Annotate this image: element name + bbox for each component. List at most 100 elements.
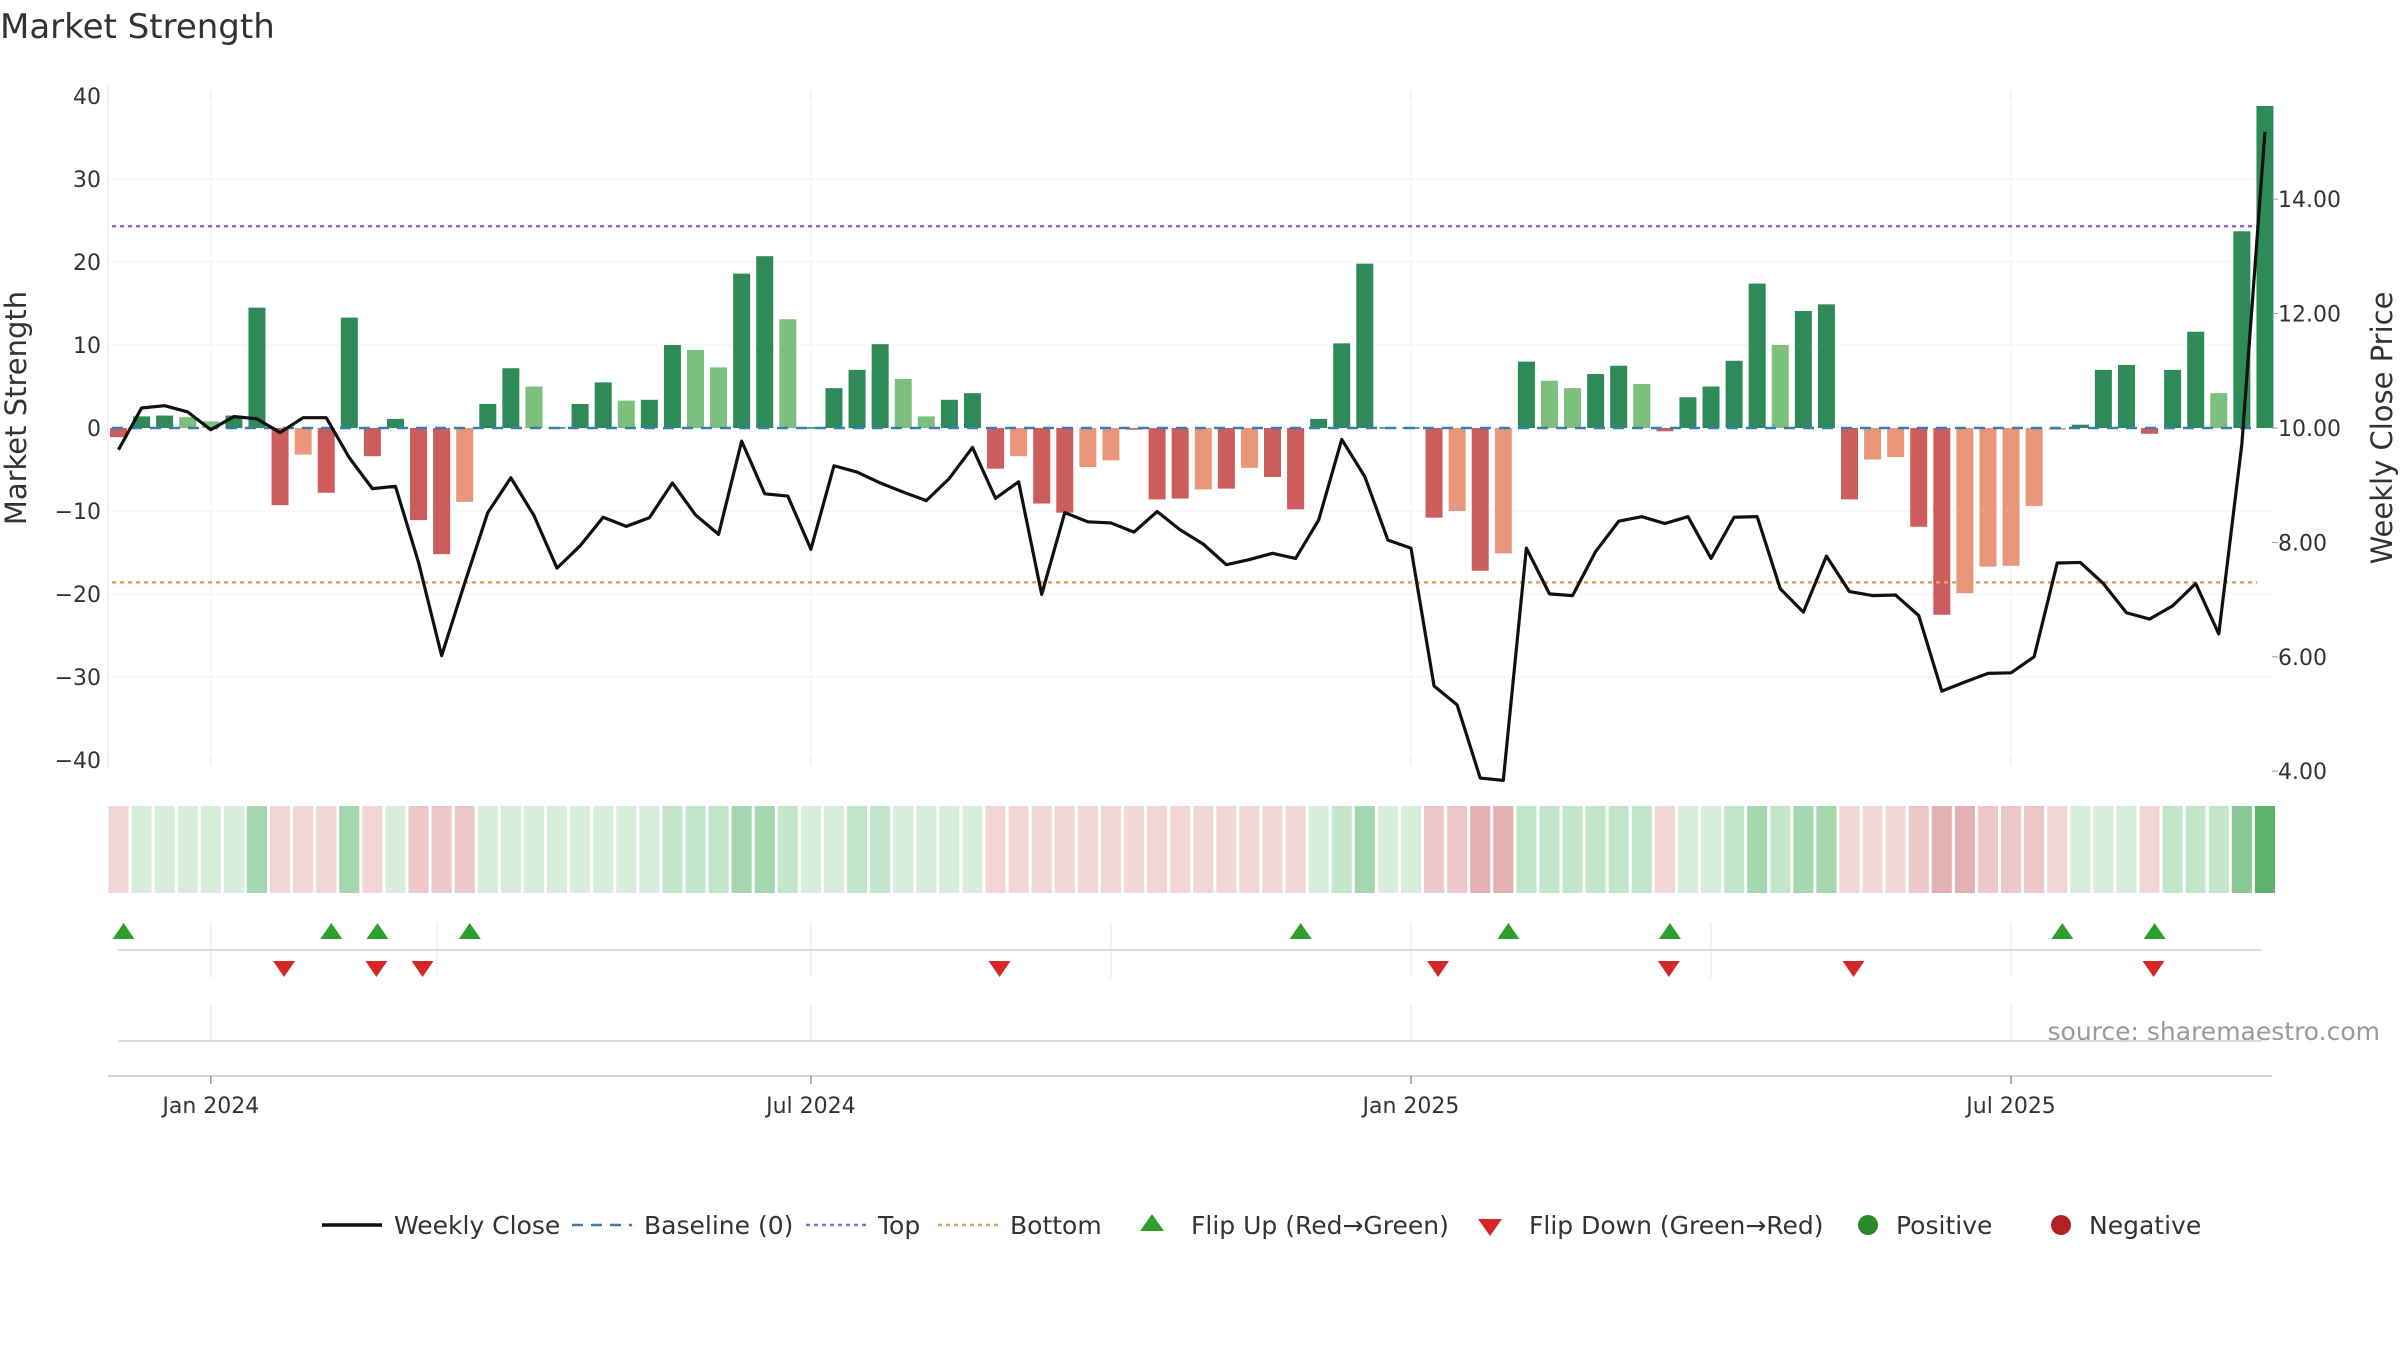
strength-bar-23 [640, 399, 658, 428]
strength-bar-26 [710, 367, 728, 428]
strength-bar-15 [456, 428, 474, 502]
regime-cell-12 [385, 806, 406, 893]
strength-bar-33 [871, 344, 889, 428]
regime-cell-53 [1331, 806, 1352, 893]
weekly-close-series [117, 131, 2267, 782]
legend-label-0: Weekly Close [394, 1211, 560, 1240]
regime-cell-56 [1400, 806, 1422, 893]
regime-cell-34 [893, 806, 914, 893]
legend-label-5: Flip Down (Green→Red) [1529, 1211, 1824, 1240]
regime-cell-82 [2001, 806, 2022, 893]
left-tick-label-0: 40 [73, 85, 101, 110]
strength-bar-58 [1448, 428, 1466, 511]
strength-bar-89 [2164, 369, 2182, 428]
flip-down-marker-7 [2142, 961, 2165, 977]
regime-cell-6 [246, 806, 268, 893]
strength-bar-38 [987, 428, 1005, 469]
regime-cell-41 [1054, 806, 1075, 893]
left-axis-title: Market Strength [0, 291, 33, 525]
regime-cell-93 [2254, 806, 2275, 893]
regime-cell-26 [708, 806, 729, 893]
flip-up-marker-6 [1658, 923, 1681, 939]
strength-bar-79 [1933, 428, 1951, 615]
strength-bar-11 [363, 428, 381, 457]
flip-down-marker-6 [1842, 961, 1865, 977]
regime-cell-80 [1954, 806, 1975, 893]
strength-bar-69 [1702, 386, 1720, 428]
regime-cell-43 [1100, 806, 1121, 893]
strength-bar-42 [1079, 428, 1097, 468]
regime-cell-37 [962, 806, 983, 893]
regime-cell-33 [870, 806, 891, 893]
regime-cell-32 [847, 806, 868, 893]
strength-bar-28 [756, 256, 774, 428]
legend-swatch-flip-down [1478, 1219, 1502, 1236]
regime-cell-48 [1216, 806, 1237, 893]
regime-cell-39 [1008, 806, 1029, 893]
regime-cell-13 [408, 806, 429, 893]
regime-cell-7 [270, 806, 291, 893]
right-axis-title: Weekly Close Price [2365, 292, 2399, 565]
regime-cell-25 [685, 806, 706, 893]
strength-bar-66 [1633, 384, 1651, 428]
gridlines [107, 85, 2272, 768]
reference-lines [112, 225, 2257, 584]
strength-bar-85 [2071, 424, 2089, 428]
weekly-close-line [117, 131, 2267, 782]
regime-cell-14 [431, 806, 452, 893]
strength-bar-45 [1148, 428, 1166, 500]
strength-bar-13 [410, 428, 428, 521]
right-tick-label-0: 14.00 [2278, 188, 2341, 213]
strength-bar-72 [1771, 345, 1789, 428]
regime-cell-74 [1816, 806, 1837, 893]
strength-bar-27 [733, 273, 751, 428]
strength-bar-51 [1287, 428, 1305, 510]
regime-cell-35 [916, 806, 937, 893]
strength-bar-83 [2025, 428, 2043, 507]
regime-cell-58 [1447, 806, 1468, 893]
strength-bar-1 [133, 416, 151, 428]
regime-cell-40 [1031, 806, 1052, 893]
strength-bar-92 [2233, 231, 2251, 428]
regime-cell-27 [731, 806, 752, 893]
right-tick-label-5: 4.00 [2278, 760, 2327, 785]
x-tick-label-0: Jan 2024 [160, 1094, 259, 1119]
regime-cell-67 [1654, 806, 1675, 893]
regime-cell-91 [2208, 806, 2229, 893]
strength-bar-53 [1333, 343, 1351, 428]
strength-bar-14 [433, 428, 451, 555]
regime-cell-77 [1885, 806, 1906, 893]
strength-bar-46 [1171, 428, 1189, 499]
strength-bar-41 [1056, 428, 1074, 513]
strength-bar-71 [1748, 283, 1766, 428]
strength-bar-4 [202, 421, 220, 428]
strength-bar-44 [1125, 428, 1143, 430]
strength-bar-78 [1910, 428, 1928, 527]
strength-bar-81 [1979, 428, 1997, 567]
regime-cell-5 [223, 806, 244, 893]
strength-bar-64 [1587, 374, 1605, 428]
regime-cell-88 [2139, 806, 2160, 893]
regime-cell-49 [1239, 806, 1260, 893]
regime-cell-68 [1677, 806, 1698, 893]
regime-cell-59 [1470, 806, 1491, 893]
strength-bar-74 [1817, 304, 1835, 428]
flip-up-marker-1 [320, 923, 343, 939]
regime-cell-10 [339, 806, 360, 893]
legend-swatch-positive [1858, 1215, 1878, 1235]
regime-cell-64 [1585, 806, 1606, 893]
strength-bar-54 [1356, 263, 1374, 428]
regime-cell-62 [1539, 806, 1560, 893]
regime-cell-18 [523, 806, 544, 893]
strength-bar-49 [1240, 428, 1258, 468]
regime-cell-51 [1285, 806, 1306, 893]
regime-cell-61 [1516, 806, 1537, 893]
strength-bar-35 [917, 416, 935, 428]
strength-bar-20 [571, 403, 589, 428]
flip-up-marker-8 [2143, 923, 2166, 939]
right-tick-label-1: 12.00 [2278, 303, 2341, 328]
regime-cell-17 [500, 806, 521, 893]
strength-bars [110, 105, 2274, 615]
regime-cell-75 [1839, 806, 1860, 893]
